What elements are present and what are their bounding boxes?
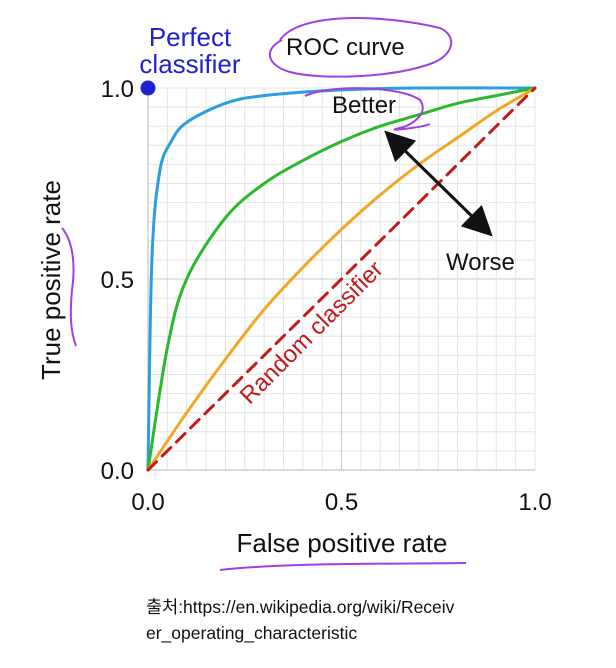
x-tick-label: 0.5 bbox=[325, 489, 358, 516]
worse-label: Worse bbox=[446, 249, 515, 276]
perfect-classifier-point bbox=[140, 80, 156, 96]
roc-curve-circle bbox=[268, 17, 453, 78]
series-line-1 bbox=[146, 86, 537, 472]
x-axis-title: False positive rate bbox=[237, 528, 448, 558]
y-tick-label: 0.0 bbox=[101, 458, 134, 485]
source-citation: 출처:https://en.wikipedia.org/wiki/Receiv … bbox=[146, 594, 586, 646]
series-line-0 bbox=[146, 86, 537, 472]
tick-labels: 0.0 0.5 1.0 0.0 0.5 1.0 bbox=[101, 76, 552, 516]
x-title-underline bbox=[219, 562, 467, 571]
y-tick-label: 1.0 bbox=[101, 76, 134, 103]
x-tick-label: 0.0 bbox=[131, 489, 164, 516]
better-circle bbox=[304, 87, 431, 131]
series-line-3 bbox=[146, 86, 537, 472]
x-tick-label: 1.0 bbox=[518, 489, 551, 516]
source-line-2: er_operating_characteristic bbox=[146, 623, 358, 643]
perfect-classifier-label-line1: Perfect bbox=[149, 22, 232, 52]
roc-chart: 0.0 0.5 1.0 0.0 0.5 1.0 False positive rate T… bbox=[36, 17, 552, 571]
better-label: Better bbox=[332, 92, 396, 119]
perfect-classifier-label-line2: classifier bbox=[139, 49, 240, 79]
better-worse-arrow bbox=[384, 130, 493, 237]
roc-curve-label: ROC curve bbox=[286, 34, 405, 61]
y-axis-title: True positive rate bbox=[36, 180, 66, 380]
y-tick-label: 0.5 bbox=[101, 267, 134, 294]
handwritten-highlights bbox=[61, 17, 467, 571]
y-title-underline bbox=[61, 227, 77, 347]
source-line-1: 출처:https://en.wikipedia.org/wiki/Receiv bbox=[146, 597, 455, 617]
